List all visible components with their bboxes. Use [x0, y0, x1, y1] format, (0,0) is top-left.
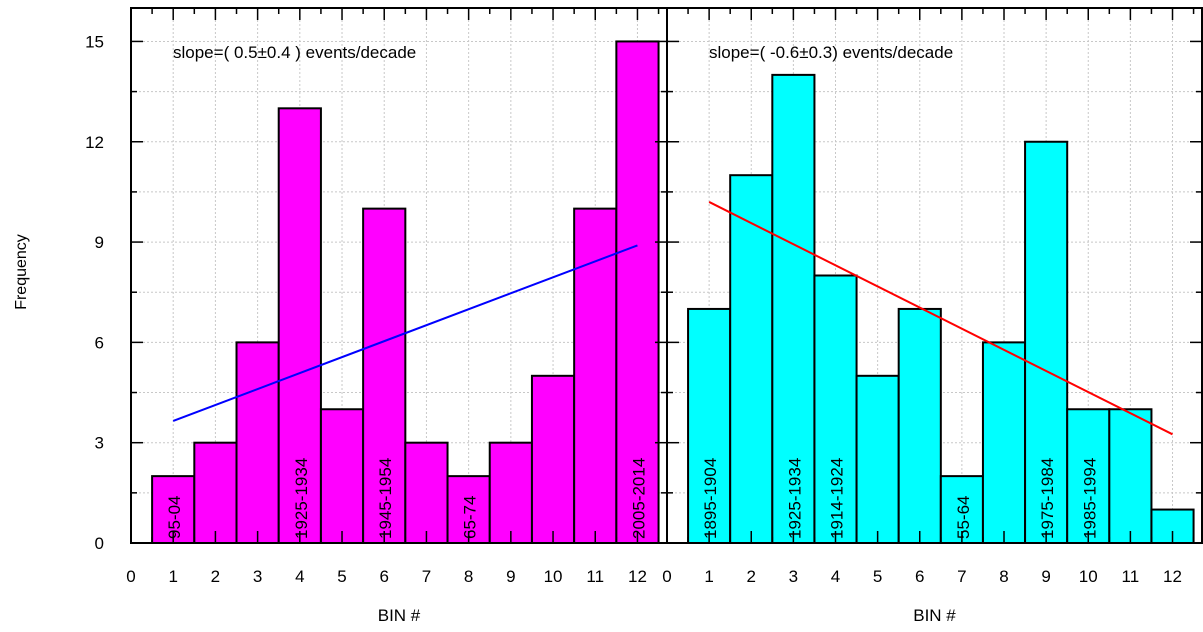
x-tick-label: 5: [337, 567, 346, 586]
bar-label-bin-1: 95-04: [165, 496, 184, 539]
bar-bin-8: [981, 341, 1027, 544]
slope-annotation: slope=( 0.5±0.4 ) events/decade: [173, 43, 416, 62]
x-tick-label: 7: [957, 567, 966, 586]
x-tick-label: 6: [915, 567, 924, 586]
x-tick-label: 12: [1163, 567, 1182, 586]
ticks: [666, 8, 1202, 544]
x-tick-label: 8: [999, 567, 1008, 586]
y-tick-label: 15: [85, 32, 104, 51]
x-tick-labels: 0 1 2 3 4 5 6 7 8 9 10 11 12: [662, 567, 1182, 586]
bar-bin-6: [362, 207, 407, 544]
bar-label-bin-8: 65-74: [461, 496, 480, 539]
bar-bin-10: [530, 374, 576, 544]
bar-label-bin-7: 55-64: [954, 496, 973, 539]
x-tick-label: 12: [628, 567, 647, 586]
x-tick-label: 1: [168, 567, 177, 586]
x-tick-label: 4: [295, 567, 304, 586]
bar-label-bin-1: 1895-1904: [701, 458, 720, 539]
bar-label-bin-3: 1925-1934: [785, 458, 804, 539]
x-axis-label: BIN #: [913, 606, 956, 625]
y-tick-label: 0: [95, 534, 104, 553]
x-tick-label: 7: [422, 567, 431, 586]
y-tick-label: 6: [95, 333, 104, 352]
bar-bin-2: [193, 441, 238, 544]
slope-annotation: slope=( -0.6±0.3) events/decade: [709, 43, 953, 62]
bar-bin-9: [488, 441, 533, 544]
x-tick-label: 3: [789, 567, 798, 586]
bar-label-bin-4: 1925-1934: [292, 458, 311, 539]
bars: [151, 40, 660, 544]
x-tick-label: 0: [662, 567, 671, 586]
bar-bin-11: [1108, 408, 1153, 544]
bar-bin-4: [277, 107, 322, 544]
bar-bin-6: [897, 307, 942, 544]
x-tick-label: 11: [586, 567, 604, 586]
x-tick-label: 10: [1079, 567, 1098, 586]
ticks: [130, 8, 667, 544]
bar-label-bin-6: 1945-1954: [376, 458, 395, 539]
x-tick-label: 5: [873, 567, 882, 586]
bar-bin-5: [319, 408, 365, 544]
bar-bin-7: [404, 441, 449, 544]
y-tick-label: 12: [85, 133, 104, 152]
x-tick-label: 6: [379, 567, 388, 586]
bar-labels: 1895-1904 1925-1934 1914-1924 55-64 1975-198…: [701, 458, 1099, 539]
y-axis-label: Frequency: [13, 234, 30, 310]
bar-bin-5: [855, 374, 900, 544]
x-tick-label: 8: [464, 567, 473, 586]
bar-bin-4: [813, 274, 858, 544]
x-tick-label: 1: [704, 567, 713, 586]
bar-label-bin-4: 1914-1924: [828, 458, 847, 539]
x-tick-label: 3: [253, 567, 262, 586]
y-tick-labels: 0 3 6 9 12 15: [85, 32, 104, 553]
plot-frame: [666, 7, 1203, 544]
bars: [687, 73, 1195, 544]
bar-labels: 95-04 1925-1934 1945-1954 65-74 2005-2014: [165, 458, 648, 539]
bar-bin-11: [573, 207, 618, 544]
right-panel: 1895-1904 1925-1934 1914-1924 55-64 1975-198…: [662, 7, 1203, 625]
x-tick-labels: 0 1 2 3 4 5 6 7 8 9 10 11 12: [126, 567, 647, 586]
bar-label-bin-12: 2005-2014: [629, 458, 648, 539]
x-tick-label: 2: [747, 567, 756, 586]
bar-bin-12: [615, 40, 660, 544]
bar-bin-3: [235, 341, 280, 544]
x-axis-label: BIN #: [378, 606, 421, 625]
x-tick-label: 10: [544, 567, 563, 586]
y-tick-label: 3: [95, 434, 104, 453]
x-tick-label: 9: [506, 567, 515, 586]
bar-label-bin-9: 1975-1984: [1038, 458, 1057, 539]
x-tick-label: 11: [1122, 567, 1140, 586]
fit-line: [708, 201, 1173, 436]
y-tick-label: 9: [95, 233, 104, 252]
bar-bin-9: [1024, 140, 1069, 544]
x-tick-label: 0: [126, 567, 135, 586]
x-tick-label: 9: [1041, 567, 1050, 586]
fit-line: [172, 244, 638, 422]
bar-bin-2: [729, 174, 774, 544]
x-tick-label: 2: [211, 567, 220, 586]
x-tick-label: 4: [831, 567, 840, 586]
bar-label-bin-10: 1985-1994: [1080, 458, 1099, 539]
